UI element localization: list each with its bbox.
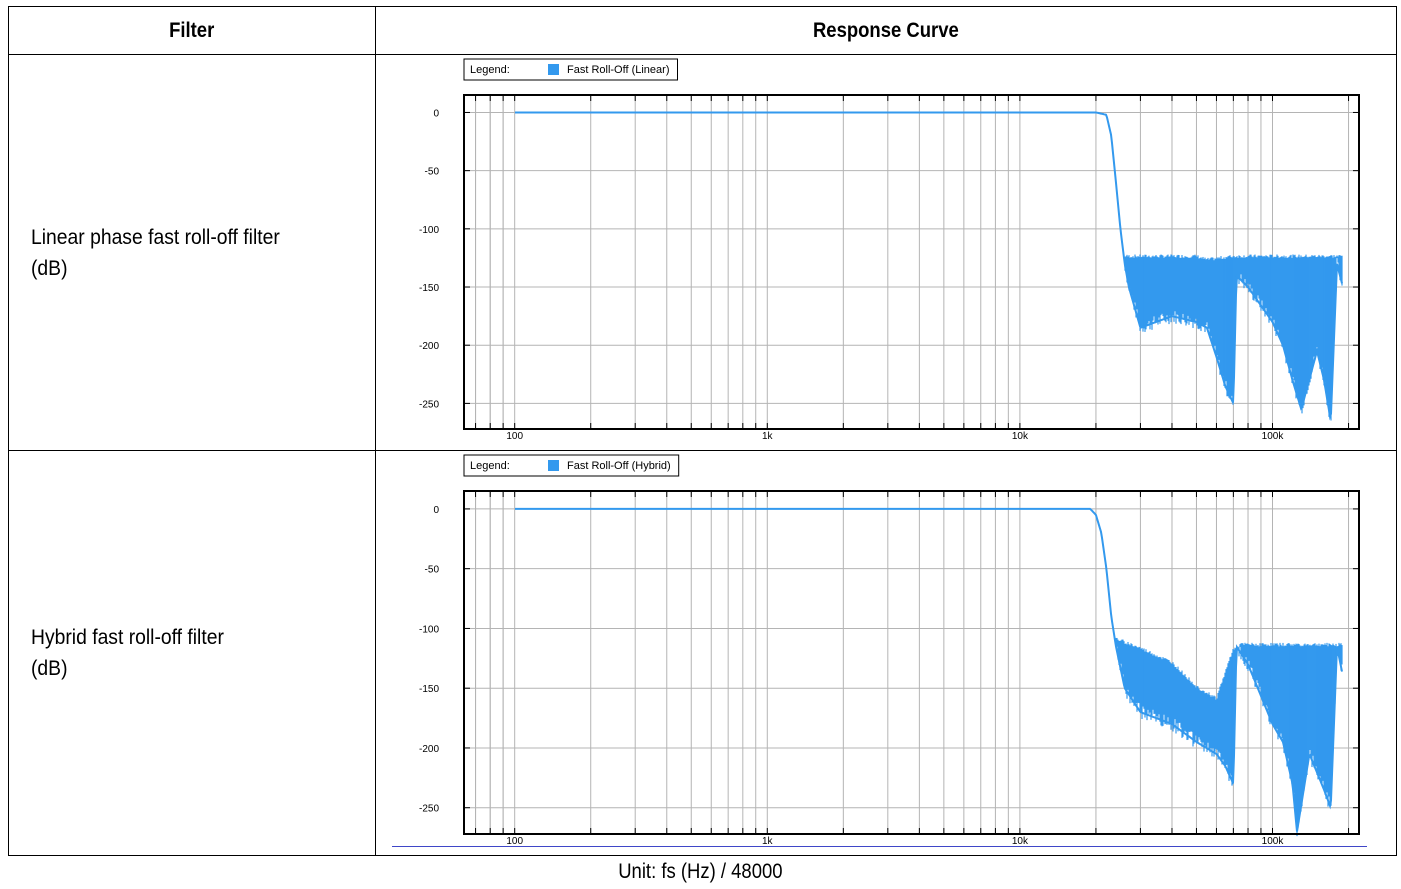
y-tick-label: -50: [425, 167, 440, 178]
filter-name-line1: Linear phase fast roll-off filter: [31, 225, 280, 249]
filter-name-cell: Linear phase fast roll-off filter (dB): [8, 54, 376, 451]
legend-box: [463, 454, 680, 477]
x-tick-label: 1k: [762, 836, 774, 847]
filter-name-line2: (dB): [31, 256, 68, 280]
response-chart-linear: 0 -50 -100 -150 -200 -250 100 1k 10k 100k Legend: F…: [419, 58, 1360, 442]
x-tick-label: 10k: [1012, 836, 1029, 847]
series-line: [515, 507, 1343, 832]
filter-name-cell: Hybrid fast roll-off filter (dB): [8, 450, 376, 856]
y-tick-label: -250: [419, 804, 439, 815]
plot-frame: [463, 490, 1360, 835]
filter-table: Filter Response Curve Linear phase fast …: [8, 6, 1397, 856]
x-tick-label: 10k: [1012, 431, 1029, 442]
frame-ticks: [464, 491, 1359, 834]
x-tick-label: 100k: [1262, 431, 1285, 442]
filter-name-line1: Hybrid fast roll-off filter: [31, 626, 224, 649]
legend-label: Legend:: [470, 460, 510, 472]
response-curve-cell: 0 -50 -100 -150 -200 -250 100 1k 10k 100k Legend: F…: [375, 54, 1397, 451]
y-tick-label: 0: [433, 505, 439, 516]
x-tick-label: 100k: [1262, 836, 1285, 847]
series-fill: [1123, 254, 1343, 421]
legend-label: Legend:: [470, 64, 510, 76]
y-tick-label: -50: [425, 565, 440, 576]
y-tick-label: -150: [419, 684, 439, 695]
legend-series-name: Fast Roll-Off (Hybrid): [567, 460, 671, 472]
table-header-row: Filter Response Curve: [8, 6, 1397, 55]
plot-frame: [463, 94, 1360, 430]
table-row: Hybrid fast roll-off filter (dB) 0 -50 -10…: [8, 450, 1397, 856]
legend-swatch: [548, 460, 559, 471]
filter-name-line2: (dB): [31, 657, 68, 680]
legend: Legend: Fast Roll-Off (Linear): [463, 58, 678, 81]
y-tick-label: -200: [419, 341, 439, 352]
y-tick-label: -100: [419, 624, 439, 635]
header-response-curve: Response Curve: [375, 6, 1397, 55]
x-tick-label: 100: [506, 836, 523, 847]
y-tick-label: 0: [433, 108, 439, 119]
table-row: Linear phase fast roll-off filter (dB) 0…: [8, 54, 1397, 451]
response-chart-hybrid: 0 -50 -100 -150 -200 -250 100 1k 10k 100k Legend: F…: [419, 454, 1360, 847]
series-fill: [1115, 637, 1343, 837]
legend-swatch: [548, 64, 559, 75]
y-tick-label: -200: [419, 744, 439, 755]
legend-box: [463, 58, 678, 81]
response-curve-cell: 0 -50 -100 -150 -200 -250 100 1k 10k 100k Legend: F…: [375, 450, 1397, 856]
x-tick-label: 1k: [762, 431, 774, 442]
y-tick-label: -100: [419, 225, 439, 236]
legend: Legend: Fast Roll-Off (Hybrid): [463, 454, 680, 477]
y-tick-label: -250: [419, 399, 439, 410]
unit-note: Unit: fs (Hz) / 48000: [618, 860, 783, 883]
header-filter: Filter: [8, 6, 376, 55]
legend-series-name: Fast Roll-Off (Linear): [567, 64, 670, 76]
grid-lines: [464, 491, 1359, 834]
y-tick-label: -150: [419, 283, 439, 294]
series-line: [515, 111, 1343, 421]
x-tick-label: 100: [506, 431, 523, 442]
bottom-rule: [392, 846, 1367, 847]
